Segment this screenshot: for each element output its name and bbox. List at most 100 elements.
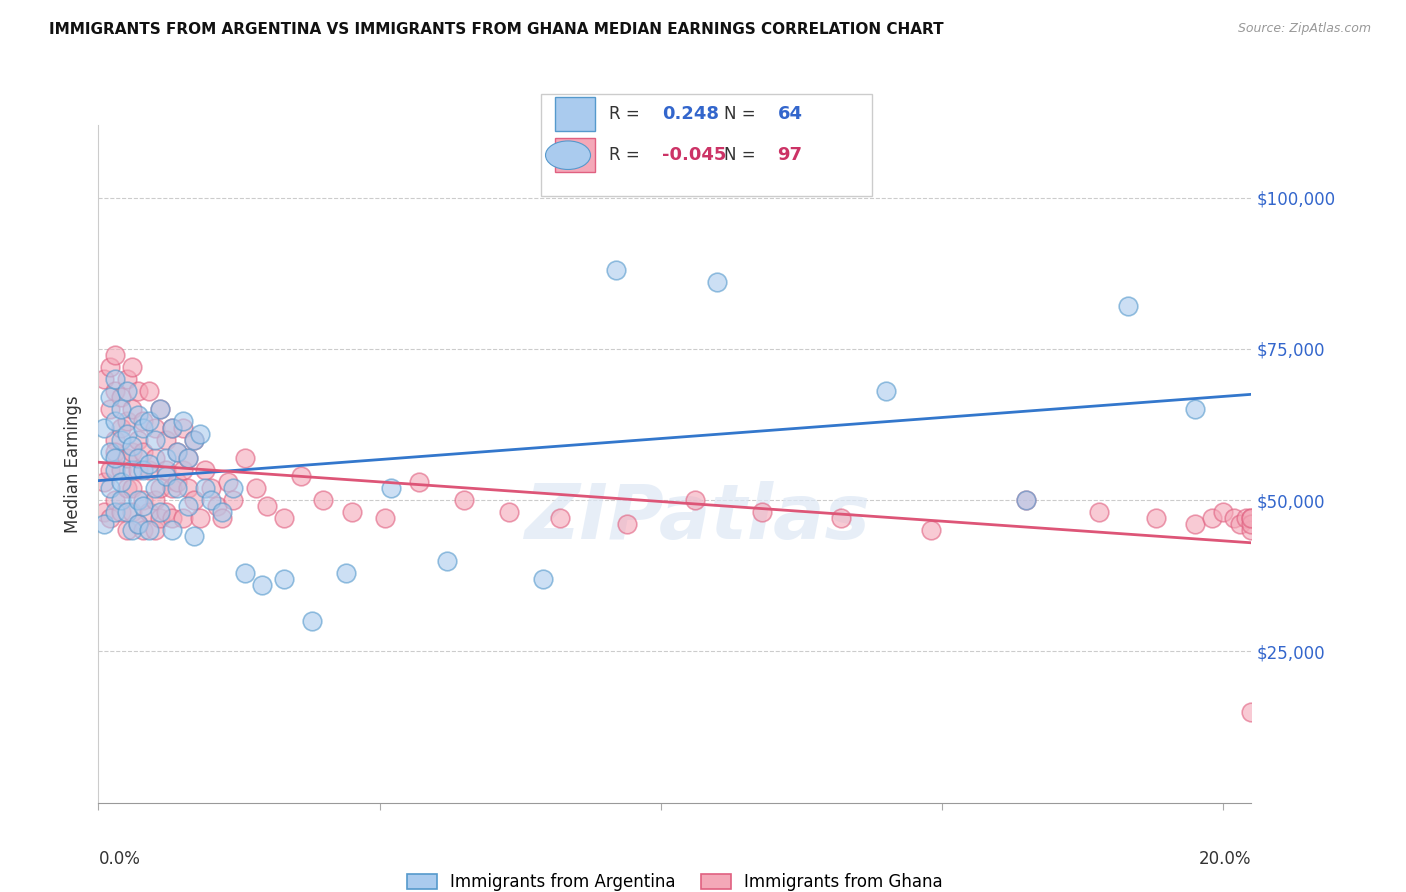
- Point: [93, 505, 115, 519]
- Point: [98, 390, 121, 404]
- Y-axis label: Median Earnings: Median Earnings: [65, 395, 83, 533]
- Point: [1229, 517, 1251, 532]
- Text: 20.0%: 20.0%: [1199, 850, 1251, 868]
- Point: [222, 481, 245, 495]
- Point: [408, 475, 430, 489]
- Point: [453, 493, 475, 508]
- Point: [110, 402, 132, 417]
- Point: [177, 450, 200, 465]
- Point: [166, 481, 188, 495]
- Point: [340, 505, 363, 519]
- Point: [200, 481, 222, 495]
- Point: [183, 529, 205, 543]
- Point: [115, 415, 138, 429]
- Point: [132, 524, 155, 538]
- Text: Source: ZipAtlas.com: Source: ZipAtlas.com: [1237, 22, 1371, 36]
- Point: [121, 463, 143, 477]
- Point: [110, 493, 132, 508]
- Point: [110, 463, 132, 477]
- Legend: Immigrants from Argentina, Immigrants from Ghana: Immigrants from Argentina, Immigrants fr…: [399, 865, 950, 892]
- Point: [1184, 402, 1206, 417]
- Point: [138, 463, 160, 477]
- Point: [1240, 705, 1263, 719]
- Point: [93, 475, 115, 489]
- Point: [149, 402, 172, 417]
- Point: [115, 426, 138, 441]
- Point: [233, 450, 256, 465]
- Point: [751, 505, 773, 519]
- Point: [115, 481, 138, 495]
- Point: [110, 420, 132, 434]
- Point: [93, 420, 115, 434]
- Point: [149, 505, 172, 519]
- Point: [110, 433, 132, 447]
- Point: [93, 517, 115, 532]
- Point: [98, 481, 121, 495]
- Point: [155, 505, 177, 519]
- Point: [132, 444, 155, 458]
- Point: [194, 481, 217, 495]
- Point: [98, 444, 121, 458]
- Text: 97: 97: [778, 146, 803, 164]
- Point: [498, 505, 520, 519]
- Point: [143, 524, 166, 538]
- Point: [104, 384, 127, 399]
- Point: [177, 481, 200, 495]
- Point: [1234, 511, 1257, 525]
- Point: [121, 439, 143, 453]
- Text: IMMIGRANTS FROM ARGENTINA VS IMMIGRANTS FROM GHANA MEDIAN EARNINGS CORRELATION C: IMMIGRANTS FROM ARGENTINA VS IMMIGRANTS …: [49, 22, 943, 37]
- Point: [138, 457, 160, 471]
- Point: [143, 481, 166, 495]
- Point: [115, 384, 138, 399]
- Point: [138, 415, 160, 429]
- Point: [115, 372, 138, 386]
- Point: [683, 493, 706, 508]
- Point: [132, 463, 155, 477]
- Text: 0.248: 0.248: [662, 105, 720, 123]
- Point: [132, 415, 155, 429]
- Point: [374, 511, 396, 525]
- Point: [222, 493, 245, 508]
- Point: [172, 415, 194, 429]
- Point: [183, 433, 205, 447]
- Point: [110, 475, 132, 489]
- Point: [127, 450, 149, 465]
- Point: [143, 493, 166, 508]
- Point: [335, 566, 357, 580]
- Point: [1212, 505, 1234, 519]
- Point: [920, 524, 942, 538]
- Point: [115, 450, 138, 465]
- Point: [875, 384, 897, 399]
- Point: [166, 475, 188, 489]
- Text: R =: R =: [609, 105, 640, 123]
- Point: [93, 372, 115, 386]
- Point: [1015, 493, 1038, 508]
- Point: [160, 420, 183, 434]
- Point: [830, 511, 852, 525]
- Point: [110, 505, 132, 519]
- Point: [233, 566, 256, 580]
- Point: [127, 433, 149, 447]
- Point: [205, 500, 228, 514]
- Point: [98, 463, 121, 477]
- Point: [121, 505, 143, 519]
- Point: [183, 433, 205, 447]
- Point: [110, 390, 132, 404]
- Point: [143, 420, 166, 434]
- Point: [1088, 505, 1111, 519]
- Text: N =: N =: [724, 146, 755, 164]
- Point: [436, 554, 458, 568]
- Point: [548, 511, 571, 525]
- Point: [149, 481, 172, 495]
- Point: [104, 348, 127, 362]
- Point: [132, 420, 155, 434]
- Point: [132, 493, 155, 508]
- Point: [127, 517, 149, 532]
- Point: [1116, 300, 1139, 314]
- Point: [104, 372, 127, 386]
- Point: [104, 463, 127, 477]
- Point: [211, 505, 233, 519]
- Point: [104, 444, 127, 458]
- Point: [217, 475, 239, 489]
- Point: [200, 493, 222, 508]
